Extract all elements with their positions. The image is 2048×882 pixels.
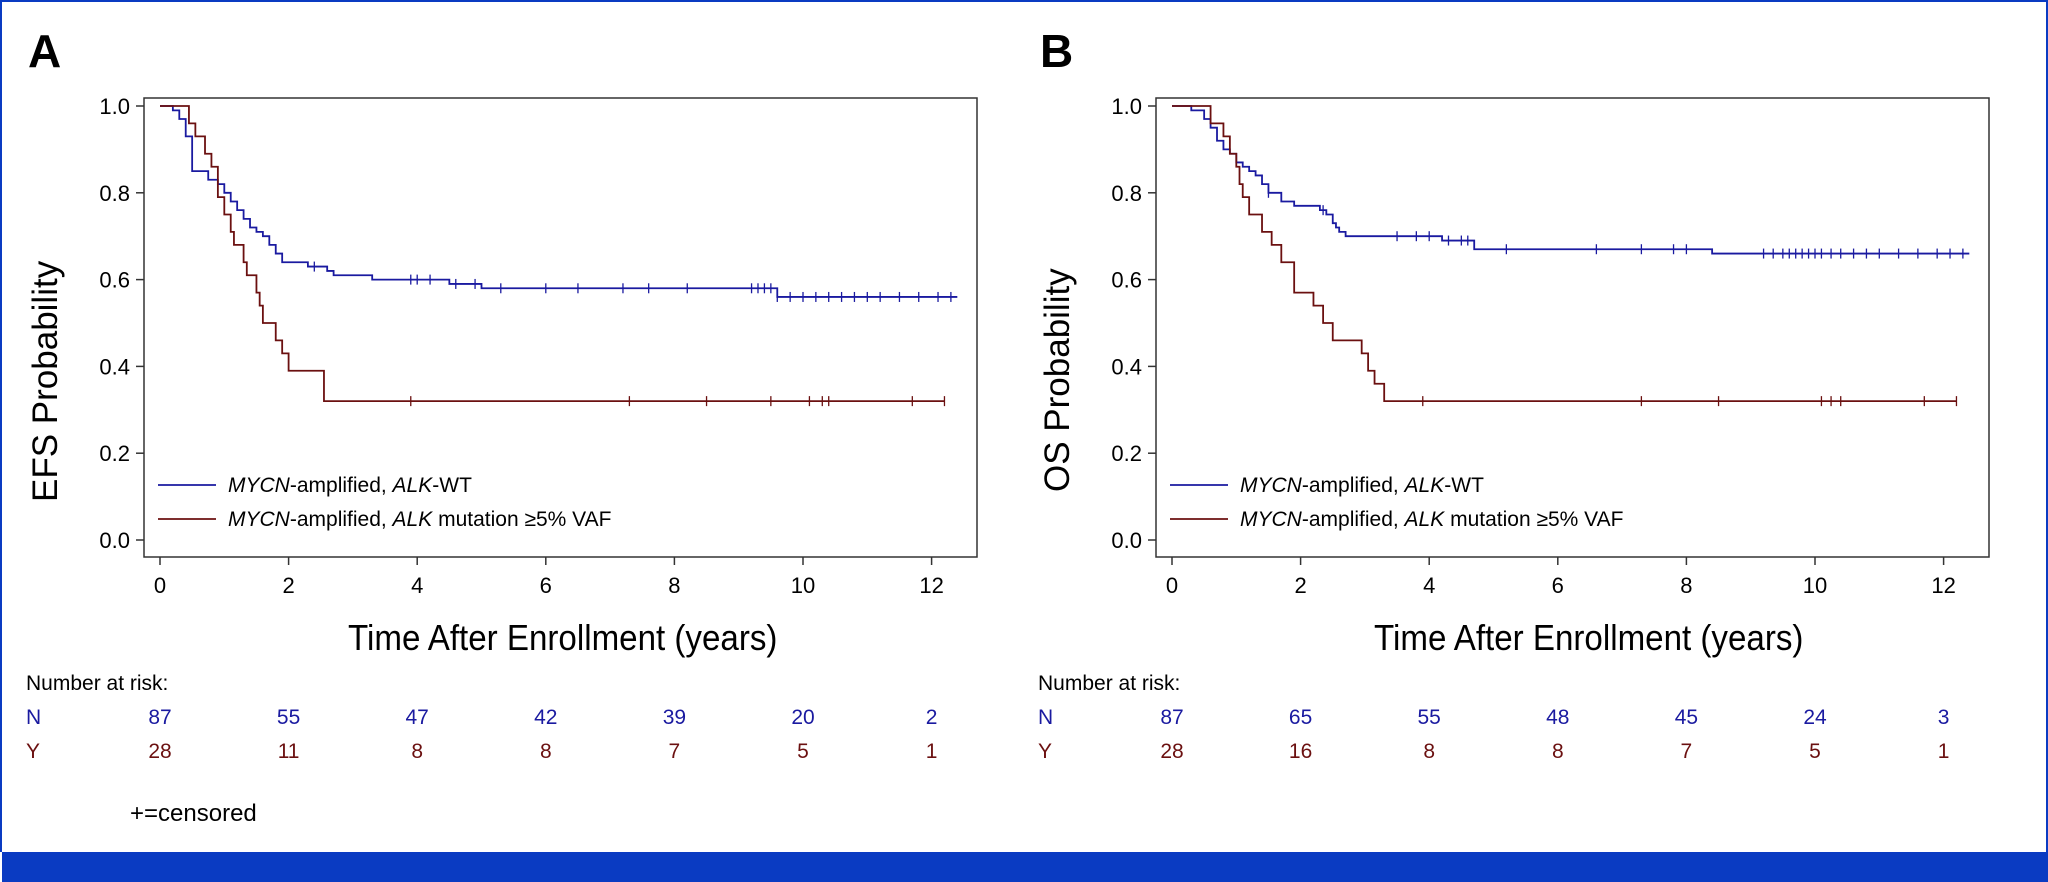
risk-count: 8 [1551,740,1564,763]
risk-count: 8 [1423,740,1436,763]
y-tick-label: 1.0 [99,94,130,119]
km-plot: 0.0 0.2 0.4 0.6 0.8 1.0 0 2 4 6 8 10 12 MYCN-amplifie… [99,94,978,598]
x-tick-label: 12 [919,573,943,598]
risk-row-label: Y [1038,740,1053,763]
risk-count: 5 [1809,740,1821,763]
y-tick-label: 0.8 [1111,181,1142,206]
risk-count: 87 [148,706,172,729]
legend-entry: MYCN-amplified, ALK mutation ≥5% VAF [1240,508,1623,531]
panel-a: A EFS Probability 0.0 0.2 0.4 0.6 0.8 1.0 0 2 4 6… [2,2,1012,852]
x-tick-label: 0 [154,573,166,598]
risk-table-title: Number at risk: [1038,672,1181,695]
risk-count: 45 [1674,706,1699,729]
risk-count: 1 [1937,740,1950,763]
y-tick-label: 0.0 [1111,528,1142,553]
risk-count: 24 [1803,706,1827,729]
x-tick-label: 6 [540,573,552,598]
x-tick-label: 6 [1552,573,1564,598]
x-tick-label: 10 [1803,573,1827,598]
km-curve-alk-wt [160,105,958,298]
risk-count: 11 [277,740,300,763]
x-tick-label: 2 [282,573,294,598]
x-tick-label: 8 [668,573,680,598]
censored-note: +=censored [130,800,257,827]
panel-b: B OS Probability 0.0 0.2 0.4 0.6 0.8 1.0 0 2 4 6 8… [1014,2,2024,852]
risk-count: 55 [276,706,301,729]
footer-bar [2,852,2048,882]
y-tick-label: 0.8 [99,181,130,206]
y-tick-label: 1.0 [1111,94,1142,119]
panel-label: B [1040,25,1074,77]
y-tick-label: 0.6 [1111,268,1142,293]
risk-row-label: N [1038,706,1054,729]
risk-count: 87 [1160,706,1184,729]
km-curve-alk-mutation [1172,105,1957,403]
km-plot: 0.0 0.2 0.4 0.6 0.8 1.0 0 2 4 6 8 10 12 MYCN-amplifie… [1111,94,1990,598]
risk-count: 3 [1937,706,1950,729]
risk-count: 20 [791,706,815,729]
risk-count: 48 [1546,706,1570,729]
risk-table-title: Number at risk: [26,672,169,695]
risk-count: 8 [539,740,552,763]
km-curve-alk-mutation [160,105,945,403]
risk-row-label: Y [26,740,41,763]
x-tick-label: 4 [1423,573,1435,598]
x-tick-label: 12 [1931,573,1955,598]
risk-count: 28 [148,740,172,763]
y-tick-label: 0.6 [99,268,130,293]
risk-count: 16 [1288,740,1313,763]
risk-count: 47 [405,706,429,729]
legend-entry: MYCN-amplified, ALK-WT [1240,474,1484,497]
y-tick-label: 0.2 [99,441,130,466]
risk-count: 8 [411,740,424,763]
risk-count: 1 [925,740,938,763]
panel-label: A [28,25,62,77]
risk-count: 55 [1417,706,1441,729]
risk-count: 2 [925,706,938,729]
x-tick-label: 0 [1166,573,1178,598]
risk-count: 7 [1680,740,1693,763]
legend-entry: MYCN-amplified, ALK-WT [228,474,472,497]
x-tick-label: 10 [791,573,815,598]
plot-frame [1155,97,1990,558]
risk-count: 42 [534,706,558,729]
x-tick-label: 2 [1294,573,1306,598]
x-axis-label: Time After Enrollment (years) [348,617,778,658]
risk-count: 28 [1160,740,1184,763]
y-tick-label: 0.4 [1111,354,1142,379]
risk-row-label: N [26,706,42,729]
x-axis-label: Time After Enrollment (years) [1374,617,1804,658]
y-tick-label: 0.2 [1111,441,1142,466]
km-curve-alk-wt [1172,105,1970,255]
legend-entry: MYCN-amplified, ALK mutation ≥5% VAF [228,508,611,531]
risk-count: 7 [668,740,681,763]
risk-count: 39 [662,706,687,729]
risk-count: 65 [1288,706,1313,729]
x-tick-label: 4 [411,573,423,598]
risk-count: 5 [797,740,809,763]
y-tick-label: 0.4 [99,354,130,379]
y-tick-label: 0.0 [99,528,130,553]
x-tick-label: 8 [1680,573,1692,598]
plot-frame [143,97,978,558]
